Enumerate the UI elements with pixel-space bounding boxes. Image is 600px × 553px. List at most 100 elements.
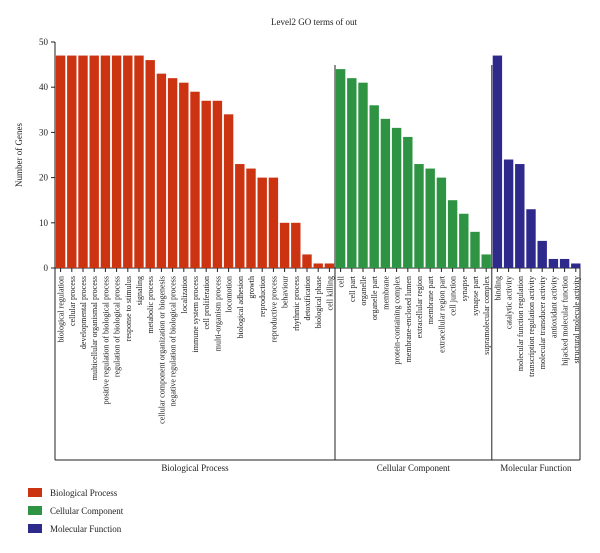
x-tick-label: biological adhesion: [236, 276, 245, 338]
bar: [459, 213, 469, 268]
bar: [515, 164, 525, 268]
x-tick-label: structural molecule activity: [572, 276, 581, 364]
bar: [111, 55, 122, 269]
bars: [55, 55, 581, 269]
x-tick-label: response to stimulus: [124, 276, 133, 341]
y-tick-label: 20: [39, 173, 49, 183]
bar: [246, 168, 256, 268]
x-tick-label: organelle: [359, 276, 368, 306]
legend-swatch: [28, 524, 42, 533]
bar: [537, 240, 547, 268]
x-tick-label: growth: [247, 276, 256, 299]
x-tick-label: molecular function regulation: [516, 276, 525, 371]
bar: [548, 258, 559, 268]
x-tick-label: binding: [493, 276, 502, 300]
x-tick-label: membrane part: [426, 275, 435, 324]
bar: [291, 222, 301, 268]
y-tick-label: 40: [39, 82, 49, 92]
x-tick-label: antioxidant activity: [549, 276, 558, 338]
x-tick-label: immune system process: [191, 276, 200, 352]
bar: [190, 91, 200, 268]
x-tick-label: synapse: [460, 276, 469, 302]
group-label: Biological Process: [161, 463, 229, 473]
bar: [447, 200, 458, 268]
bar: [559, 258, 570, 268]
bar: [503, 159, 514, 268]
x-tick-label: locomotion: [225, 276, 234, 312]
x-tick-label: molecular transducer activity: [538, 276, 547, 369]
legend-swatch: [28, 488, 42, 497]
bar: [55, 55, 66, 269]
x-tick-label: multi-organism process: [213, 276, 222, 351]
legend: Biological Process Cellular Component Mole…: [28, 488, 124, 534]
x-tick-label: transcription regulation activity: [527, 276, 536, 377]
bar: [403, 136, 413, 268]
x-tick-label: cell part: [348, 275, 357, 302]
x-tick-label: membrane-enclosed lumen: [404, 276, 413, 362]
group-label: Cellular Component: [377, 463, 451, 473]
bar: [347, 78, 357, 268]
bar: [201, 100, 211, 268]
bar: [100, 55, 111, 269]
x-tick-label: detoxification: [303, 276, 312, 320]
x-tick-label: cellular component organization or bioge…: [157, 276, 166, 424]
x-tick-label: cellular process: [68, 276, 77, 326]
y-tick-label: 50: [39, 37, 49, 47]
bar: [380, 118, 391, 268]
x-tick-label: multicellular organismal process: [90, 276, 99, 380]
x-tick-label: reproduction: [258, 276, 267, 317]
legend-swatch: [28, 506, 42, 515]
chart-title: Level2 GO terms of out: [271, 17, 357, 27]
x-tick-label: protein-containing complex: [393, 276, 402, 365]
x-tick-label: extracellular region part: [437, 275, 446, 353]
x-tick-label: localization: [180, 276, 189, 313]
bar: [89, 55, 99, 269]
x-tick-label: cell junction: [449, 276, 458, 316]
legend-label: Biological Process: [50, 488, 118, 498]
group-label: Molecular Function: [500, 463, 572, 473]
x-tick-label: positive regulation of biological proces…: [101, 276, 110, 404]
bar: [279, 222, 290, 268]
x-tick-label: biological regulation: [57, 276, 66, 342]
bar: [481, 254, 491, 268]
x-tick-label: rhythmic process: [292, 276, 301, 331]
bar: [313, 263, 323, 268]
y-axis-label: Number of Genes: [14, 123, 24, 187]
x-tick-label: synapse part: [471, 275, 480, 316]
bar: [425, 168, 435, 268]
bar: [167, 78, 178, 268]
x-tick-label: behaviour: [281, 276, 290, 308]
x-tick-label: organelle part: [370, 275, 379, 320]
bar: [156, 73, 167, 268]
x-tick-label: reproductive process: [269, 276, 278, 342]
x-tick-label: hijacked molecular function: [561, 276, 570, 366]
x-tick-label: extracellular region: [415, 276, 424, 338]
x-tick-label: negative regulation of biological proces…: [169, 276, 178, 406]
bar: [268, 177, 279, 268]
legend-label: Molecular Function: [50, 524, 122, 534]
bar: [134, 55, 144, 269]
x-tick-label: signaling: [135, 276, 144, 305]
bar: [526, 209, 536, 268]
bar: [257, 177, 267, 268]
bar: [335, 69, 346, 269]
bar: [436, 177, 447, 268]
bar: [212, 100, 223, 268]
bar: [414, 164, 424, 268]
x-tick-label: metabolic process: [146, 276, 155, 334]
category-groups: Biological Process Cellular Component Mole…: [54, 65, 581, 473]
bar: [67, 55, 77, 269]
bar: [179, 82, 189, 269]
x-tick-label: cell proliferation: [202, 276, 211, 330]
x-tick-label: regulation of biological process: [113, 276, 122, 377]
bar: [235, 164, 245, 268]
x-tick-label: developmental process: [79, 276, 88, 349]
bar: [324, 263, 335, 268]
bar: [78, 55, 88, 269]
bar: [369, 105, 379, 268]
y-tick-label: 0: [44, 263, 49, 273]
y-tick-label: 10: [39, 218, 49, 228]
x-tick-label: cell killing: [325, 276, 334, 310]
y-tick-label: 30: [39, 127, 49, 137]
